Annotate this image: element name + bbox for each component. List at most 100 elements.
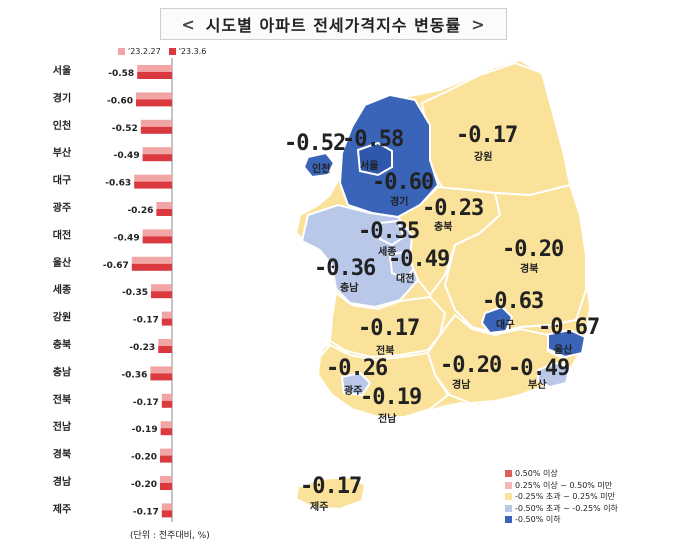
category-label: 전북 xyxy=(53,393,71,406)
legend-item-prev: '23.2.27 xyxy=(118,47,161,56)
map-label-seoul: 서울 xyxy=(360,161,379,172)
map-legend-item-2: 0.25% 이상 ~ 0.50% 미만 xyxy=(505,480,650,492)
data-label: -0.49 xyxy=(114,233,140,243)
map-value-jeonnam: -0.19 xyxy=(360,385,422,410)
map-label-chungnam: 충남 xyxy=(340,283,359,294)
data-label: -0.60 xyxy=(107,96,133,106)
bar xyxy=(140,119,172,127)
bar xyxy=(161,311,172,319)
map-label-jeonbuk: 전북 xyxy=(376,346,395,357)
bar xyxy=(142,147,172,155)
map-region-incheon xyxy=(302,151,336,179)
korea-map xyxy=(294,58,592,511)
map-region-jeonnam xyxy=(316,343,450,418)
map-legend-label-1: 0.50% 이상 xyxy=(515,469,558,478)
bar xyxy=(156,209,172,216)
data-label: -0.63 xyxy=(105,179,131,189)
data-label: -0.35 xyxy=(122,288,148,298)
data-label: -0.17 xyxy=(133,398,159,408)
data-label: -0.20 xyxy=(131,480,157,490)
map-legend: 0.50% 이상 0.25% 이상 ~ 0.50% 미만 -0.25% 초과 ~… xyxy=(505,468,650,526)
data-label: -0.49 xyxy=(114,151,140,161)
map-region-gyeongbuk xyxy=(443,183,587,335)
bar xyxy=(140,126,172,134)
map-value-gangwon: -0.17 xyxy=(456,123,518,148)
bar xyxy=(134,174,172,182)
legend-item-curr: '23.3.6 xyxy=(168,47,207,56)
title-left-chevron: < xyxy=(181,14,196,34)
map-value-jeonbuk: -0.17 xyxy=(358,316,420,341)
data-label: -0.26 xyxy=(127,206,153,216)
data-label: -0.20 xyxy=(131,453,157,463)
bar xyxy=(137,65,172,72)
category-label: 인천 xyxy=(53,119,71,132)
map-value-chungbuk: -0.23 xyxy=(422,196,484,221)
map-value-chungnam: -0.36 xyxy=(314,256,376,281)
map-value-gyeonggi: -0.60 xyxy=(372,170,434,195)
bar xyxy=(161,393,172,401)
map-region-sejong xyxy=(379,219,406,247)
title-box: < 시도별 아파트 전세가격지수 변동률 > xyxy=(160,8,507,40)
data-label: -0.36 xyxy=(121,370,147,380)
bar xyxy=(136,99,172,107)
map-label-daejeon: 대전 xyxy=(396,274,415,285)
map-value-sejong: -0.35 xyxy=(358,219,420,244)
bar xyxy=(134,181,172,189)
category-label: 경북 xyxy=(53,448,71,461)
bar xyxy=(158,339,172,346)
map-region-daegu xyxy=(480,305,514,335)
map-legend-swatch-1 xyxy=(505,470,512,477)
bar xyxy=(160,421,172,429)
legend-swatch-curr xyxy=(168,48,176,55)
map-label-daegu: 대구 xyxy=(496,320,515,331)
map-legend-swatch-4 xyxy=(505,504,512,512)
map-region-busan xyxy=(537,361,572,389)
data-label: -0.23 xyxy=(129,343,155,353)
category-label: 강원 xyxy=(53,311,71,324)
map-label-incheon: 인천 xyxy=(312,164,331,175)
category-label: 대전 xyxy=(53,228,71,241)
bar xyxy=(161,503,172,511)
map-legend-item-4: -0.50% 초과 ~ -0.25% 이하 xyxy=(505,503,650,515)
bar xyxy=(161,318,172,326)
bar xyxy=(131,263,172,271)
bar xyxy=(160,483,172,490)
map-value-gwangju: -0.26 xyxy=(326,356,388,381)
map-region-gwangju xyxy=(340,371,372,397)
map-label-gyeonggi: 경기 xyxy=(390,197,409,208)
map-legend-label-2: 0.25% 이상 ~ 0.50% 미만 xyxy=(515,480,613,490)
map-label-gwangju: 광주 xyxy=(344,386,363,397)
data-label: -0.52 xyxy=(112,124,138,134)
legend-swatch-prev xyxy=(118,48,125,55)
bar xyxy=(160,448,172,456)
bar xyxy=(137,72,172,79)
map-legend-item-3: -0.25% 초과 ~ 0.25% 미만 xyxy=(505,491,650,503)
map-legend-label-4: -0.50% 초과 ~ -0.25% 이하 xyxy=(515,503,618,513)
map-value-daegu: -0.63 xyxy=(482,289,544,314)
bar-chart: 서울 -0.58 경기 -0.60 인천 -0.52 부산 -0.49 대구 -0.63 광주 -0.… xyxy=(53,58,173,522)
category-label: 전남 xyxy=(53,420,72,433)
category-label: 경남 xyxy=(53,475,72,488)
unit-note: (단위 : 전주대비, %) xyxy=(130,531,210,541)
chart-legend: '23.2.27 '23.3.6 xyxy=(118,47,206,56)
map-legend-label-5: -0.50% 이하 xyxy=(515,515,561,524)
map-value-busan: -0.49 xyxy=(508,356,570,381)
data-label: -0.17 xyxy=(133,316,159,326)
legend-label-prev: '23.2.27 xyxy=(128,47,161,56)
bar xyxy=(136,92,172,100)
bar xyxy=(142,229,172,237)
map-value-gyeongnam: -0.20 xyxy=(440,353,502,378)
map-label-jeju: 제주 xyxy=(310,502,329,513)
bar xyxy=(161,400,172,408)
map-legend-swatch-2 xyxy=(505,481,512,489)
category-label: 울산 xyxy=(53,256,72,269)
map-label-gyeongbuk: 경북 xyxy=(520,264,539,275)
map-value-ulsan: -0.67 xyxy=(538,315,600,340)
legend-label-curr: '23.3.6 xyxy=(178,47,207,56)
bar xyxy=(150,366,172,374)
map-legend-swatch-3 xyxy=(505,493,512,500)
bar xyxy=(142,236,172,244)
map-label-busan: 부산 xyxy=(528,380,547,391)
map-label-gyeongnam: 경남 xyxy=(452,380,471,391)
map-value-gyeongbuk: -0.20 xyxy=(502,237,564,262)
